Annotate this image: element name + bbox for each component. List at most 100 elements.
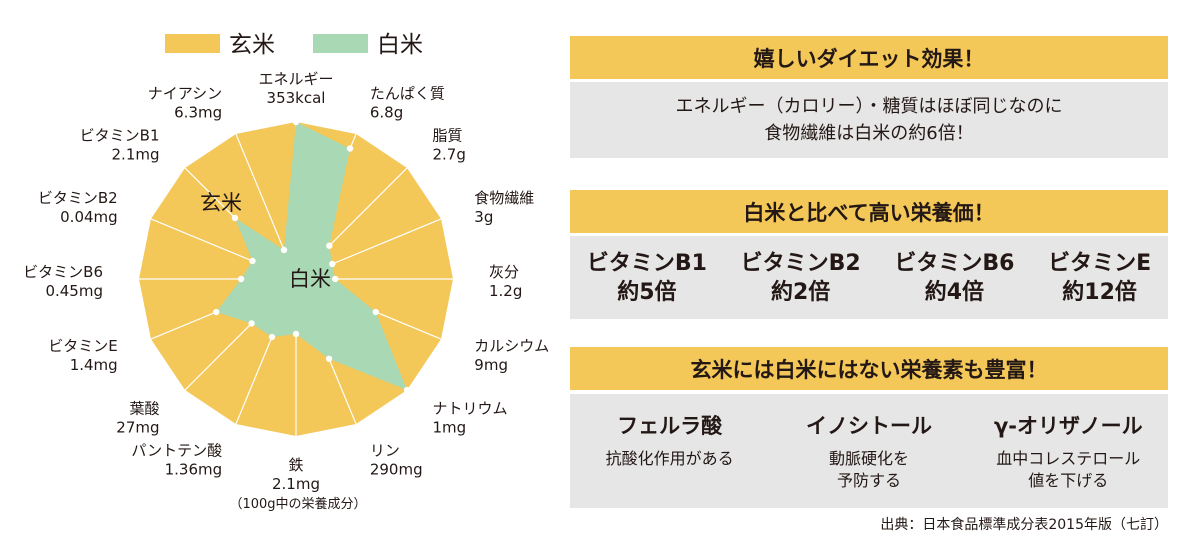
axis-name: ビタミンB1 <box>80 127 160 145</box>
axis-label: エネルギー 353kcal <box>258 70 333 107</box>
vitamin-name: ビタミンB2 <box>740 250 861 276</box>
axis-value: 6.8g <box>370 104 403 122</box>
hakumai-point <box>326 242 333 249</box>
axis-name: カルシウム <box>474 337 549 355</box>
axis-label: 葉酸 27mg <box>116 399 159 436</box>
hakumai-point <box>372 308 379 316</box>
hakumai-point <box>280 246 288 254</box>
axis-value: 1.4mg <box>70 356 118 374</box>
nutrient-name: フェルラ酸 <box>617 414 723 438</box>
axis-name: ビタミンB6 <box>23 263 103 281</box>
axis-value: 1mg <box>432 418 466 436</box>
hakumai-point <box>231 214 239 222</box>
axis-name: 脂質 <box>432 127 462 145</box>
diet-panel-body: エネルギー（カロリー）・糖質はほぼ同じなのに 食物繊維は白米の約6倍！ <box>570 82 1168 158</box>
hakumai-point <box>248 320 255 327</box>
axis-value: 9mg <box>474 356 508 374</box>
nutrient-desc: 値を下げる <box>1028 471 1109 490</box>
axis-label: ビタミンB2 0.04mg <box>38 189 118 226</box>
axis-value: 2.7g <box>432 146 465 164</box>
nutrient-name: γ-オリザノール <box>994 414 1143 438</box>
axis-name: ビタミンE <box>48 337 117 355</box>
vitamin-b6-item: ビタミンB6 約4倍 <box>894 249 1014 307</box>
axis-label: ビタミンE 1.4mg <box>48 337 117 374</box>
legend-swatch <box>313 34 368 53</box>
axis-name: 鉄 <box>288 456 303 474</box>
axis-label: 灰分 1.2g <box>489 263 522 300</box>
axis-name: ナイアシン <box>148 85 222 103</box>
hakumai-area-label: 白米 <box>289 267 331 291</box>
axis-value: 0.45mg <box>45 282 103 300</box>
axis-label: ナイアシン 6.3mg <box>148 85 222 122</box>
nutrition-panel-title: 白米と比べて高い栄養価！ <box>570 190 1168 233</box>
diet-line-2: 食物繊維は白米の約6倍！ <box>764 123 974 144</box>
legend-swatch <box>165 34 220 53</box>
vitamin-ratio: 約12倍 <box>1062 279 1137 305</box>
axis-value: 0.04mg <box>60 208 118 226</box>
vitamin-name: ビタミンB1 <box>586 250 707 276</box>
axis-name: 灰分 <box>489 263 519 281</box>
ferulic-acid-item: フェルラ酸 抗酸化作用がある <box>575 410 765 492</box>
vitamin-b2-item: ビタミンB2 約2倍 <box>741 249 861 307</box>
axis-label: 脂質 2.7g <box>432 127 465 164</box>
nutrients-panel-body: フェルラ酸 抗酸化作用がある イノシトール 動脈硬化を 予防する γ-オリザノー… <box>570 394 1168 508</box>
chart-note: （100g中の栄養成分） <box>229 496 366 512</box>
axis-value: 3g <box>474 208 493 226</box>
axis-label: リン 290mg <box>370 441 423 478</box>
nutrient-desc: 血中コレステロール <box>996 449 1141 468</box>
nutrition-panel-body: ビタミンB1 約5倍 ビタミンB2 約2倍 ビタミンB6 約4倍 ビタミンE 約… <box>570 236 1168 319</box>
axis-name: リン <box>370 441 400 459</box>
genmai-area-label: 玄米 <box>200 191 242 215</box>
vitamin-ratio: 約4倍 <box>924 279 985 305</box>
gamma-oryzanol-item: γ-オリザノール 血中コレステロール 値を下げる <box>973 410 1163 492</box>
vitamin-ratio: 約2倍 <box>770 279 831 305</box>
axis-name: 葉酸 <box>130 399 160 417</box>
vitamin-ratio: 約5倍 <box>617 279 677 305</box>
axis-name: ビタミンB2 <box>38 189 118 207</box>
source-note: 出典：日本食品標準成分表2015年版（七訂） <box>880 517 1168 533</box>
diet-line-1: エネルギー（カロリー）・糖質はほぼ同じなのに <box>675 96 1063 117</box>
axis-value: 1.2g <box>489 282 522 300</box>
vitamin-b1-item: ビタミンB1 約5倍 <box>587 249 707 307</box>
inositol-item: イノシトール 動脈硬化を 予防する <box>774 410 964 492</box>
axis-label: 食物繊維 3g <box>474 189 534 226</box>
nutrient-desc: 抗酸化作用がある <box>605 449 734 468</box>
nutrient-desc: 動脈硬化を <box>828 449 909 468</box>
diet-panel-title: 嬉しいダイエット効果！ <box>570 36 1168 79</box>
hakumai-point <box>292 118 300 126</box>
legend-label: 玄米 <box>229 32 275 58</box>
axis-label: ビタミンB1 2.1mg <box>80 127 160 164</box>
axis-name: ナトリウム <box>432 399 507 417</box>
axis-label: カルシウム 9mg <box>474 337 549 374</box>
axis-label: パントテン酸 1.36mg <box>131 441 222 478</box>
nutrient-desc: 予防する <box>836 471 901 490</box>
axis-name: 食物繊維 <box>474 189 534 207</box>
nutrient-name: イノシトール <box>805 414 932 438</box>
hakumai-point <box>332 275 339 283</box>
axis-value: 290mg <box>370 460 423 478</box>
hakumai-point <box>325 355 333 362</box>
hakumai-area <box>216 122 408 391</box>
hakumai-point <box>237 275 245 283</box>
axis-label: ビタミンB6 0.45mg <box>23 263 103 300</box>
axis-value: 6.3mg <box>174 104 222 122</box>
hakumai-point <box>403 386 411 394</box>
axis-label: 鉄 2.1mg <box>272 456 320 493</box>
axis-label: ナトリウム 1mg <box>432 399 507 436</box>
vitamin-name: ビタミンB6 <box>894 250 1015 276</box>
radar-chart: 玄米白米 エネルギー 353kcal たんぱく質 6.8g 脂質 2.7g 食物繊維 3g 灰分… <box>23 32 549 512</box>
vitamin-e-item: ビタミンE 約12倍 <box>1048 249 1151 307</box>
axis-value: 27mg <box>116 418 159 436</box>
axis-value: 2.1mg <box>112 146 160 164</box>
axis-name: パントテン酸 <box>131 441 222 459</box>
hakumai-point <box>329 260 336 268</box>
hakumai-point <box>268 333 276 341</box>
vitamin-name: ビタミンE <box>1048 250 1152 276</box>
hakumai-point <box>292 330 300 338</box>
axis-value: 1.36mg <box>165 460 223 478</box>
axis-value: 353kcal <box>267 89 326 107</box>
axis-label: たんぱく質 6.8g <box>370 85 445 122</box>
hakumai-point <box>346 145 354 152</box>
nutrients-panel-title: 玄米には白米にはない栄養素も豊富！ <box>570 347 1168 390</box>
hakumai-point <box>213 308 220 316</box>
